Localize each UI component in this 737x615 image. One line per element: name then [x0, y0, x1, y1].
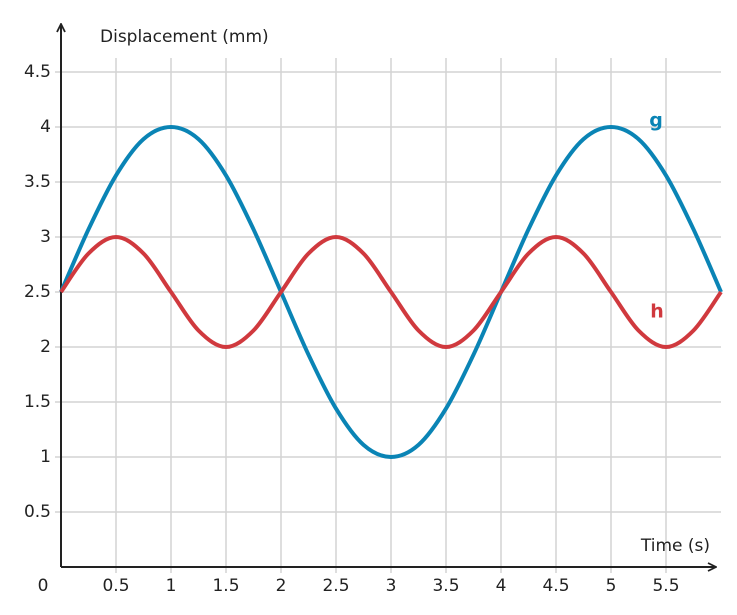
line-g	[59, 124, 723, 460]
x-tick-label: 1.5	[212, 576, 239, 596]
x-tick-label: 1	[166, 576, 177, 596]
y-tick-label: 4	[40, 117, 51, 137]
y-tick-label: 1	[40, 447, 51, 467]
y-tick-label: 3	[40, 227, 51, 247]
x-tick-label: 0	[38, 576, 49, 596]
y-tick-label: 2.5	[24, 282, 51, 302]
y-tick-label: 2	[40, 337, 51, 357]
x-tick-label: 4.5	[542, 576, 569, 596]
line-h	[59, 234, 723, 350]
series-label: g	[649, 110, 663, 132]
x-tick-label: 5.5	[652, 576, 679, 596]
y-tick-label: 0.5	[24, 502, 51, 522]
x-tick-label: 3	[386, 576, 397, 596]
series-label: h	[650, 301, 664, 323]
y-tick-label: 1.5	[24, 392, 51, 412]
grid	[55, 58, 721, 573]
x-axis-label: Time (s)	[640, 536, 710, 556]
y-axis-label: Displacement (mm)	[100, 27, 269, 47]
x-tick-label: 3.5	[432, 576, 459, 596]
x-tick-label: 0.5	[102, 576, 129, 596]
x-tick-label: 4	[496, 576, 507, 596]
y-tick-label: 4.5	[24, 62, 51, 82]
x-tick-label: 2.5	[322, 576, 349, 596]
y-tick-label: 3.5	[24, 172, 51, 192]
x-tick-label: 5	[606, 576, 617, 596]
x-tick-label: 2	[276, 576, 287, 596]
